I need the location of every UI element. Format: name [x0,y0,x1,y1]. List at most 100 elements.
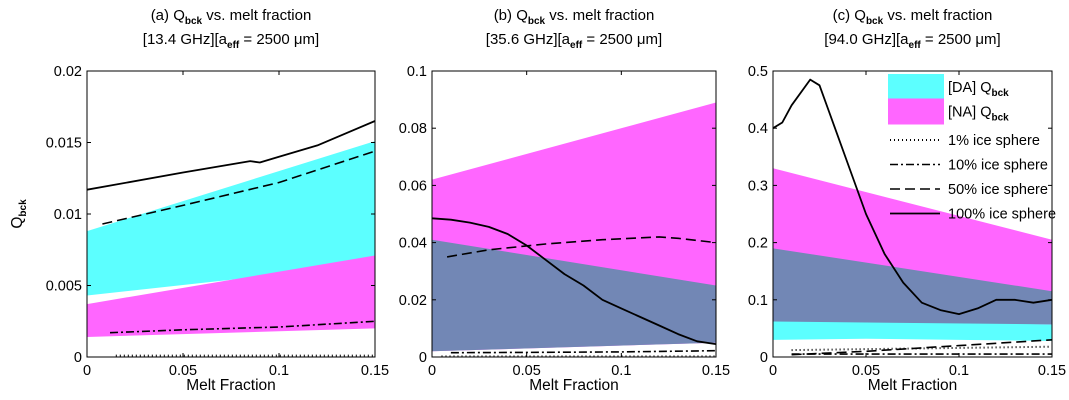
legend-swatch [888,98,944,125]
plot-area [773,78,1052,356]
y-tick-label: 0.08 [399,121,427,137]
y-tick-label: 0.1 [748,293,768,309]
legend-item: [DA] Qbck [888,74,1009,100]
chart-title-text: (b) Q [494,7,528,24]
legend-label-text: [DA] Q [948,80,992,96]
legend-item: 50% ice sphere [890,182,1048,198]
legend-label-text: 100% ice sphere [948,207,1056,223]
y-axis-label: Qbck [9,199,29,229]
legend-item: 10% ice sphere [890,158,1048,174]
y-tick-label: 0 [760,350,768,366]
chart-panel-2: 0 0.05 0.1 0.15 0 0.02 0.04 0.06 0.08 0.1 (b) Qbck… [399,7,730,394]
y-axis-label-subscript: bck [18,199,29,217]
chart-subtitle-subscript: eff [909,40,922,51]
legend-label: 1% ice sphere [948,133,1040,149]
legend-label: 10% ice sphere [948,158,1048,174]
plot-area [87,120,375,357]
y-tick-label: 0.06 [399,178,427,194]
series-line-10-ice-sphere [109,320,375,334]
chart-subtitle: [35.6 GHz][aeff = 2500 μm] [486,31,662,51]
y-tick-label: 0.1 [407,64,427,80]
x-tick-label: 0.15 [702,363,730,379]
chart-subtitle-text: [94.0 GHz][a [824,31,909,48]
chart-title-subscript: bck [866,16,884,27]
x-tick-label: 0 [428,363,436,379]
x-tick-label: 0.05 [513,363,541,379]
y-tick-label: 0 [419,350,427,366]
axes-box [772,70,1053,358]
area-band-da-q-bck [773,318,1052,341]
series-line-1-ice-sphere [791,345,1052,352]
x-tick-label: 0.15 [361,363,389,379]
x-axis-label: Melt Fraction [186,377,276,394]
chart-subtitle-text: [35.6 GHz][a [486,31,571,48]
chart-title-text: vs. melt fraction [202,7,311,24]
x-axis-label: Melt Fraction [868,377,958,394]
chart-subtitle-subscript: eff [227,40,240,51]
legend-label-text: 1% ice sphere [948,133,1040,149]
x-tick-label: 0.05 [169,363,197,379]
x-tick-label: 0 [769,363,777,379]
chart-subtitle-text: [13.4 GHz][a [143,31,228,48]
x-tick-label: 0.1 [611,363,631,379]
chart-subtitle-text: = 2500 μm] [582,31,662,48]
x-axis-label: Melt Fraction [529,377,619,394]
y-tick-label: 0.02 [54,64,82,80]
chart-title: (a) Qbck vs. melt fraction [151,7,312,27]
y-tick-label: 0.04 [399,236,427,252]
legend-item: [NA] Qbck [888,98,1009,125]
plot-area [432,102,716,357]
chart-title-subscript: bck [528,16,546,27]
chart-subtitle-text: = 2500 μm] [921,31,1001,48]
y-tick-label: 0.015 [46,136,82,152]
chart-title-text: (c) Q [833,7,866,24]
chart-title-subscript: bck [185,16,203,27]
legend-label: 100% ice sphere [948,207,1056,223]
chart-title-text: vs. melt fraction [545,7,654,24]
chart-title: (b) Qbck vs. melt fraction [494,7,655,27]
area-band-na-q-bck [87,255,375,337]
area-band-da-q-bck [87,141,375,296]
x-tick-label: 0.1 [269,363,289,379]
legend-label-text: [NA] Q [948,105,992,121]
series-line-50-ice-sphere [446,236,716,258]
area-band-da-q-bck [432,239,716,352]
x-tick-label: 0.15 [1038,363,1066,379]
chart-subtitle: [13.4 GHz][aeff = 2500 μm] [143,31,319,51]
y-tick-label: 0.01 [54,207,82,223]
y-tick-label: 0.3 [748,178,768,194]
series-line-50-ice-sphere [102,150,375,225]
chart-subtitle-subscript: eff [570,40,583,51]
legend-label-subscript: bck [992,113,1010,124]
y-tick-label: 0.4 [748,121,768,137]
chart-title-text: (a) Q [151,7,185,24]
chart-subtitle-text: = 2500 μm] [239,31,319,48]
y-tick-label: 0.5 [748,64,768,80]
series-line-50-ice-sphere [791,339,1052,356]
series-line-100-ice-sphere [773,78,1052,315]
chart-title-text: vs. melt fraction [883,7,992,24]
legend-label-text: 10% ice sphere [948,158,1048,174]
y-axis-label-text: Q [9,217,26,229]
y-tick-label: 0 [74,350,82,366]
y-tick-label: 0.02 [399,293,427,309]
legend-item: 1% ice sphere [890,133,1040,149]
chart-subtitle: [94.0 GHz][aeff = 2500 μm] [824,31,1000,51]
legend-swatch [888,74,944,100]
legend-label: [DA] Qbck [948,80,1009,99]
series-line-100-ice-sphere [432,217,716,345]
legend-label: 50% ice sphere [948,182,1048,198]
series-line-10-ice-sphere [450,349,716,354]
chart-title: (c) Qbck vs. melt fraction [833,7,993,27]
y-tick-label: 0.2 [748,236,768,252]
chart-panel-1: 0 0.05 0.1 0.15 0 0.005 0.01 0.015 0.02 (a) Qbck … [9,7,389,394]
x-tick-label: 0.05 [852,363,880,379]
legend-label-text: 50% ice sphere [948,182,1048,198]
series-line-100-ice-sphere [87,120,375,191]
axes-box [431,70,717,358]
legend-label: [NA] Qbck [948,105,1009,124]
x-tick-label: 0.1 [949,363,969,379]
